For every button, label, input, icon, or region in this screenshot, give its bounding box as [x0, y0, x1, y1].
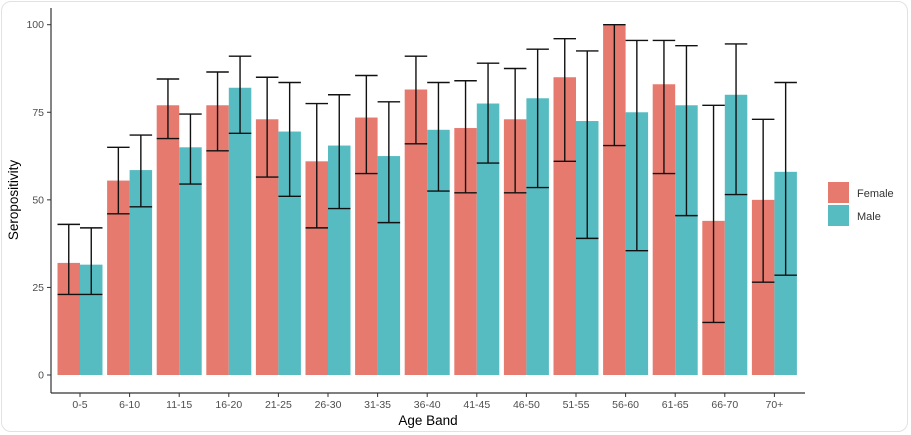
- error-bar-male-26-30: [328, 94, 351, 210]
- x-tick-label: 6-10: [119, 399, 140, 411]
- error-bar-female-51-55: [553, 38, 576, 163]
- error-bar-female-16-20: [206, 71, 229, 152]
- x-tick-label: 16-20: [215, 399, 242, 411]
- bar-female-26-30: [305, 161, 328, 375]
- error-bar-female-26-30: [305, 102, 328, 229]
- bar-male-11-15: [179, 147, 202, 375]
- bar-female-31-35: [355, 117, 378, 375]
- x-tick-label: 31-35: [364, 399, 391, 411]
- error-bar-female-31-35: [355, 74, 378, 175]
- bar-female-61-65: [652, 84, 676, 375]
- x-tick-label: 46-50: [513, 399, 540, 411]
- bar-female-70+: [751, 199, 775, 375]
- x-tick-label: 61-65: [662, 399, 689, 411]
- x-tick-label: 66-70: [711, 399, 738, 411]
- y-tick-label: 75: [32, 107, 44, 119]
- error-bar-female-11-15: [156, 78, 180, 140]
- error-bar-male-16-20: [228, 55, 252, 134]
- error-bar-female-56-60: [603, 24, 626, 147]
- x-tick-label: 70+: [765, 399, 783, 411]
- error-bar-male-51-55: [576, 50, 599, 240]
- error-bar-male-36-40: [427, 81, 450, 192]
- bar-female-46-50: [503, 119, 527, 375]
- bar-male-46-50: [526, 98, 549, 375]
- y-tick-label: 100: [26, 19, 44, 31]
- bar-female-51-55: [553, 77, 576, 376]
- bar-male-41-45: [476, 103, 500, 375]
- bar-female-36-40: [404, 89, 428, 376]
- x-axis-title: Age Band: [398, 413, 457, 428]
- legend: Female Male: [828, 182, 894, 226]
- x-tick-label: 11-15: [166, 399, 192, 411]
- bar-female-0-5: [57, 262, 80, 375]
- legend-swatch-female: [828, 182, 849, 203]
- error-bar-female-36-40: [404, 55, 428, 145]
- y-tick-label: 0: [38, 370, 44, 382]
- error-bar-male-6-10: [129, 134, 153, 208]
- x-tick-label: 56-60: [612, 399, 639, 411]
- x-tick-label: 51-55: [563, 399, 590, 411]
- error-bar-male-46-50: [526, 48, 549, 189]
- bar-female-6-10: [107, 180, 130, 375]
- legend-swatch-male: [828, 205, 849, 226]
- y-axis-title: Seropositivity: [6, 160, 21, 241]
- bar-male-0-5: [80, 264, 103, 375]
- error-bar-female-41-45: [454, 80, 477, 194]
- error-bar-male-41-45: [476, 62, 500, 164]
- bar-male-6-10: [129, 170, 153, 375]
- bar-female-11-15: [156, 105, 180, 376]
- legend-label-male: Male: [857, 211, 881, 223]
- bar-female-16-20: [206, 105, 229, 376]
- error-bar-male-66-70: [724, 43, 748, 196]
- legend-label-female: Female: [857, 188, 894, 200]
- error-bar-female-6-10: [107, 146, 130, 215]
- bar-female-21-25: [255, 119, 279, 375]
- y-tick-label: 25: [32, 282, 44, 294]
- error-bar-male-61-65: [675, 45, 698, 217]
- bar-male-21-25: [278, 131, 301, 375]
- x-tick-label: 0-5: [72, 399, 87, 411]
- x-tick-label: 36-40: [414, 399, 441, 411]
- error-bar-female-21-25: [255, 76, 279, 178]
- bar-male-61-65: [675, 105, 698, 376]
- bar-male-16-20: [228, 87, 252, 375]
- x-tick-label: 21-25: [265, 399, 292, 411]
- y-tick-label: 50: [32, 194, 44, 206]
- error-bar-male-0-5: [80, 227, 103, 296]
- error-bar-female-0-5: [57, 223, 80, 296]
- error-bar-male-21-25: [278, 81, 301, 198]
- error-bar-male-11-15: [179, 113, 202, 185]
- bar-male-31-35: [377, 156, 401, 375]
- error-bar-male-70+: [774, 81, 797, 276]
- x-tick-label: 26-30: [315, 399, 342, 411]
- error-bar-female-70+: [751, 118, 775, 283]
- error-bar-female-61-65: [652, 39, 676, 175]
- error-bar-male-56-60: [625, 39, 649, 252]
- bar-female-56-60: [603, 24, 626, 375]
- bar-male-66-70: [724, 94, 748, 375]
- error-bar-male-31-35: [377, 101, 401, 224]
- bar-male-51-55: [576, 121, 599, 375]
- error-bar-female-46-50: [503, 67, 527, 194]
- x-tick-label: 41-45: [463, 399, 490, 411]
- bar-female-41-45: [454, 128, 477, 375]
- error-bar-female-66-70: [702, 104, 725, 324]
- bar-male-26-30: [328, 145, 351, 375]
